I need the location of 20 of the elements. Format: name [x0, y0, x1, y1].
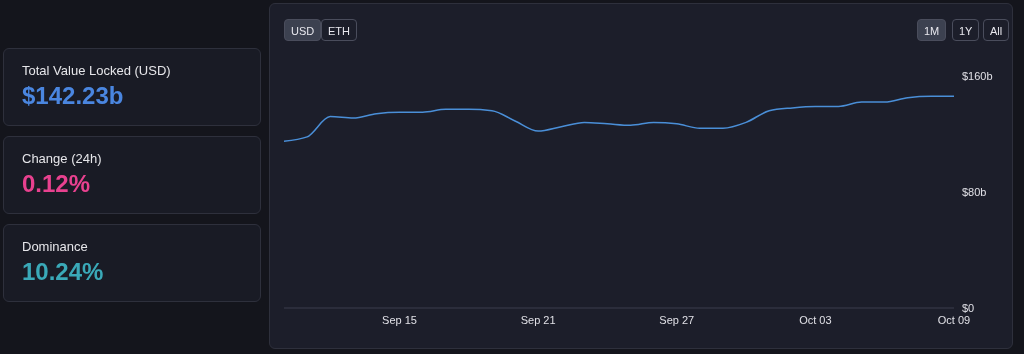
x-tick-label: Oct 09 [937, 313, 971, 326]
line-series [284, 95, 954, 142]
toggle-button: 1Y [952, 19, 980, 41]
toggle-button: 1M [917, 19, 947, 41]
toggle-button: All [983, 19, 1010, 41]
toggle-button: USD [284, 19, 322, 41]
toggle-button: ETH [321, 19, 357, 41]
text: $142.23b [22, 82, 125, 110]
text: 0.12% [22, 170, 92, 198]
x-tick-label: Oct 03 [799, 313, 832, 326]
y-tick-label: $160b [962, 69, 993, 82]
y-tick-label: $0 [962, 301, 975, 314]
text: 10.24% [22, 258, 105, 286]
x-tick-label: Sep 21 [520, 313, 556, 326]
y-tick-label: $80b [962, 185, 987, 198]
text: Total Value Locked (USD) [22, 63, 172, 78]
text: Change (24h) [22, 151, 103, 166]
x-tick-label: Sep 15 [382, 313, 417, 326]
text: Dominance [22, 239, 89, 254]
x-tick-label: Sep 27 [659, 313, 695, 326]
